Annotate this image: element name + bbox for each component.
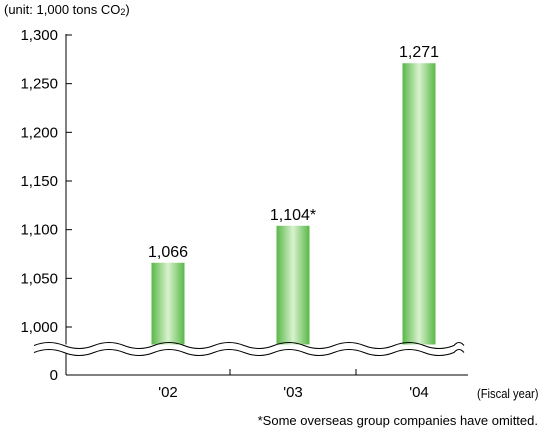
data-label: 1,104* [270, 207, 316, 224]
y-tick-label: 0 [50, 367, 58, 384]
x-tick-label: '04 [409, 384, 429, 401]
unit-label: (unit: 1,000 tons CO2) [4, 2, 130, 17]
bar [151, 262, 185, 353]
axis-break-line [33, 342, 465, 349]
x-tick-label: '03 [283, 384, 303, 401]
bar [402, 63, 436, 354]
y-tick-label: 1,150 [20, 173, 58, 190]
y-tick-label: 1,050 [20, 270, 58, 287]
y-tick-label: 1,100 [20, 222, 58, 239]
y-tick-label: 1,200 [20, 124, 58, 141]
x-axis-label: (Fiscal year) [477, 386, 539, 401]
axis-break-band [34, 344, 464, 354]
y-tick-label: 1,300 [20, 27, 58, 44]
y-tick-label: 1,000 [20, 319, 58, 336]
data-label: 1,271 [399, 44, 439, 61]
axis-break-line [33, 349, 465, 356]
bar [276, 225, 310, 353]
footnote: *Some overseas group companies have omit… [257, 413, 538, 428]
data-label: 1,066 [148, 244, 188, 261]
x-tick-label: '02 [158, 384, 178, 401]
y-tick-label: 1,250 [20, 76, 58, 93]
